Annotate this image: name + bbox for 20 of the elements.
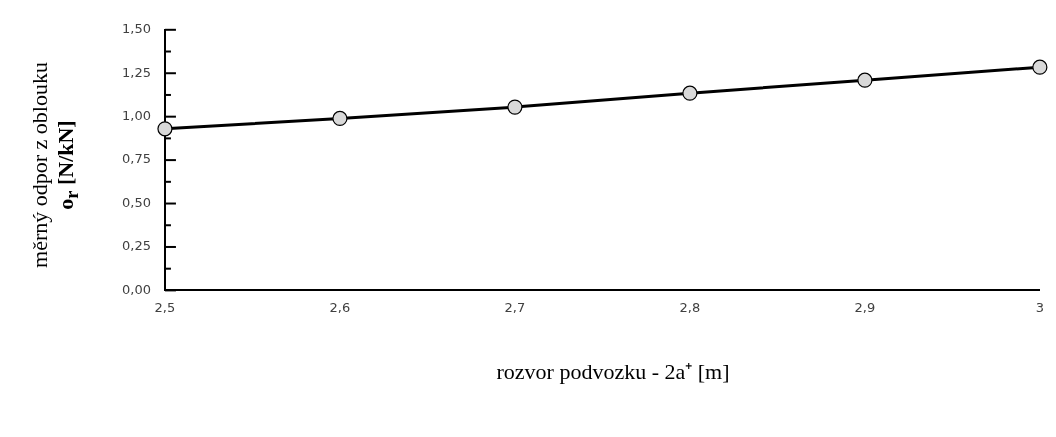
point — [507, 99, 523, 115]
point — [682, 85, 698, 101]
point — [332, 110, 348, 126]
y-tick-label: 1,25 — [121, 64, 151, 80]
x-tick-label: 2,8 — [679, 299, 701, 315]
x-tick-label: 2,7 — [504, 299, 526, 315]
x-tick-label: 3 — [1035, 299, 1045, 315]
point — [157, 121, 173, 137]
point — [857, 72, 873, 88]
y-tick-label: 0,25 — [121, 238, 151, 254]
x-axis-title: rozvor podvozku - 2a⁺ [m] — [495, 358, 731, 385]
x-tick-label: 2,9 — [854, 299, 876, 315]
y-tick-label: 0,00 — [121, 281, 151, 297]
point — [1032, 59, 1048, 75]
x-tick-label: 2,5 — [154, 299, 176, 315]
y-tick-label: 0,75 — [121, 151, 151, 167]
x-tick-label: 2,6 — [329, 299, 351, 315]
y-tick-label: 0,50 — [121, 194, 151, 210]
y-tick-label: 1,00 — [121, 108, 151, 124]
y-tick-label: 1,50 — [121, 21, 151, 37]
